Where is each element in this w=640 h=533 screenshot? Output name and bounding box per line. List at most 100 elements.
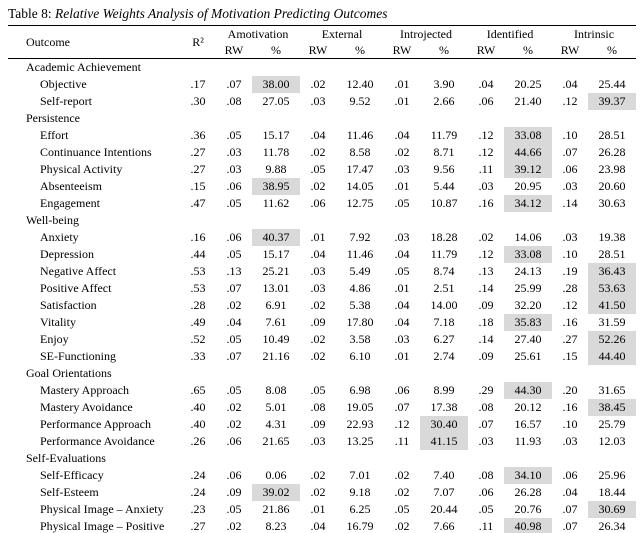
pct-cell: 20.25 xyxy=(514,77,542,91)
pct-cell: 21.16 xyxy=(262,349,290,363)
pct-cell-highlighted: 35.83 xyxy=(504,314,553,331)
pct-cell: 25.79 xyxy=(598,417,626,431)
pct-cell: 30.63 xyxy=(598,196,626,210)
table-row: Mastery Approach .65 .05 8.08 .05 6.98 .06 8.99… xyxy=(8,382,636,399)
outcome-cell: SE-Functioning xyxy=(40,349,117,363)
pct-cell: 22.93 xyxy=(346,417,374,431)
r2-cell: .27 xyxy=(190,162,206,176)
pct-cell: 11.46 xyxy=(346,128,374,142)
pct-cell: 23.98 xyxy=(598,162,626,176)
rw-cell: .07 xyxy=(562,519,578,533)
pct-cell: 5.49 xyxy=(349,264,371,278)
r2-cell: .33 xyxy=(190,349,206,363)
pct-cell-highlighted: 33.08 xyxy=(504,127,553,144)
rw-cell: .10 xyxy=(562,247,578,261)
rw-cell: .02 xyxy=(226,519,242,533)
rw-cell: .07 xyxy=(478,417,494,431)
rw-cell: .01 xyxy=(310,230,326,244)
rw-cell: .01 xyxy=(394,281,410,295)
pct-cell: 8.74 xyxy=(433,264,455,278)
pct-cell-highlighted: 38.00 xyxy=(252,76,301,93)
rw-cell: .03 xyxy=(310,94,326,108)
rw-cell: .05 xyxy=(226,128,242,142)
rw-cell: .05 xyxy=(394,264,410,278)
pct-cell: 11.62 xyxy=(262,196,290,210)
table-row: Continuance Intentions .27 .03 11.78 .02 8.58… xyxy=(8,144,636,161)
rw-cell: .09 xyxy=(478,349,494,363)
pct-cell-highlighted: 30.40 xyxy=(420,416,469,433)
rw-cell: .02 xyxy=(226,298,242,312)
r2-cell: .49 xyxy=(190,315,206,329)
pct-cell: 14.05 xyxy=(346,179,374,193)
outcome-cell: Self-Esteem xyxy=(40,485,99,499)
table-row: Mastery Avoidance .40 .02 5.01 .08 19.05 .07 17… xyxy=(8,399,637,416)
rw-cell: .07 xyxy=(562,502,578,516)
rw-cell: .13 xyxy=(478,264,494,278)
pct-cell-highlighted: 41.50 xyxy=(588,297,637,314)
pct-cell: 6.10 xyxy=(349,349,371,363)
pct-cell: 17.38 xyxy=(430,400,458,414)
rw-cell: .14 xyxy=(562,196,578,210)
rw-cell: .03 xyxy=(310,434,326,448)
rw-cell: .06 xyxy=(394,383,410,397)
rw-cell: .06 xyxy=(226,434,242,448)
rw-cell: .02 xyxy=(310,468,326,482)
col-header-rw: RW xyxy=(384,42,421,59)
pct-cell: 25.61 xyxy=(514,349,542,363)
rw-cell: .05 xyxy=(226,247,242,261)
rw-cell: .03 xyxy=(562,179,578,193)
pct-cell: 25.99 xyxy=(514,281,542,295)
pct-cell: 26.28 xyxy=(598,145,626,159)
pct-cell-highlighted: 44.30 xyxy=(504,382,553,399)
pct-cell-highlighted: 38.95 xyxy=(252,178,301,195)
rw-cell: .10 xyxy=(562,128,578,142)
pct-cell: 15.17 xyxy=(262,128,290,142)
rw-cell: .28 xyxy=(562,281,578,295)
section-label: Persistence xyxy=(26,111,80,125)
table-row: Self-Esteem .24 .09 39.02 .02 9.18 .02 7.07 .06 2… xyxy=(8,484,636,501)
pct-cell: 13.25 xyxy=(346,434,374,448)
outcome-cell: Physical Image – Positive xyxy=(40,519,165,533)
pct-cell: 28.51 xyxy=(598,247,626,261)
pct-cell: 11.46 xyxy=(346,247,374,261)
rw-cell: .06 xyxy=(562,468,578,482)
rw-cell: .04 xyxy=(310,247,326,261)
pct-cell: 9.18 xyxy=(349,485,371,499)
table-body: Academic Achievement Objective .17 .07 38.00… xyxy=(8,59,637,533)
pct-cell: 18.44 xyxy=(598,485,626,499)
section-header-row: Persistence xyxy=(8,110,636,127)
table-row: Performance Approach .40 .02 4.31 .09 22.93 .1… xyxy=(8,416,636,433)
rw-cell: .01 xyxy=(394,94,410,108)
pct-cell: 16.57 xyxy=(514,417,542,431)
outcome-cell: Negative Affect xyxy=(40,264,117,278)
rw-cell: .12 xyxy=(562,94,578,108)
outcome-cell: Anxiety xyxy=(40,230,79,244)
rw-cell: .16 xyxy=(562,315,578,329)
rw-cell: .04 xyxy=(562,77,578,91)
col-header-external: External xyxy=(321,27,363,41)
rw-cell: .09 xyxy=(310,417,326,431)
pct-cell: 31.59 xyxy=(598,315,626,329)
rw-cell: .12 xyxy=(478,145,494,159)
outcome-cell: Engagement xyxy=(40,196,100,210)
relative-weights-table: Outcome R² Amotivation External Introjec… xyxy=(8,25,637,533)
rw-cell: .02 xyxy=(394,145,410,159)
pct-cell: 15.17 xyxy=(262,247,290,261)
rw-cell: .12 xyxy=(394,417,410,431)
pct-cell: 21.40 xyxy=(514,94,542,108)
pct-cell: 5.38 xyxy=(349,298,371,312)
pct-cell-highlighted: 39.12 xyxy=(504,161,553,178)
pct-cell: 4.31 xyxy=(265,417,287,431)
pct-cell: 12.40 xyxy=(346,77,374,91)
pct-cell: 27.40 xyxy=(514,332,542,346)
section-label: Well-being xyxy=(26,213,80,227)
outcome-cell: Self-report xyxy=(40,94,92,108)
table-header: Outcome R² Amotivation External Introjec… xyxy=(8,25,637,59)
rw-cell: .04 xyxy=(562,485,578,499)
r2-cell: .17 xyxy=(190,77,206,91)
rw-cell: .14 xyxy=(478,332,494,346)
col-header-rw: RW xyxy=(552,42,589,59)
col-header-rw: RW xyxy=(300,42,337,59)
pct-cell-highlighted: 39.37 xyxy=(588,93,637,110)
r2-cell: .28 xyxy=(190,298,206,312)
